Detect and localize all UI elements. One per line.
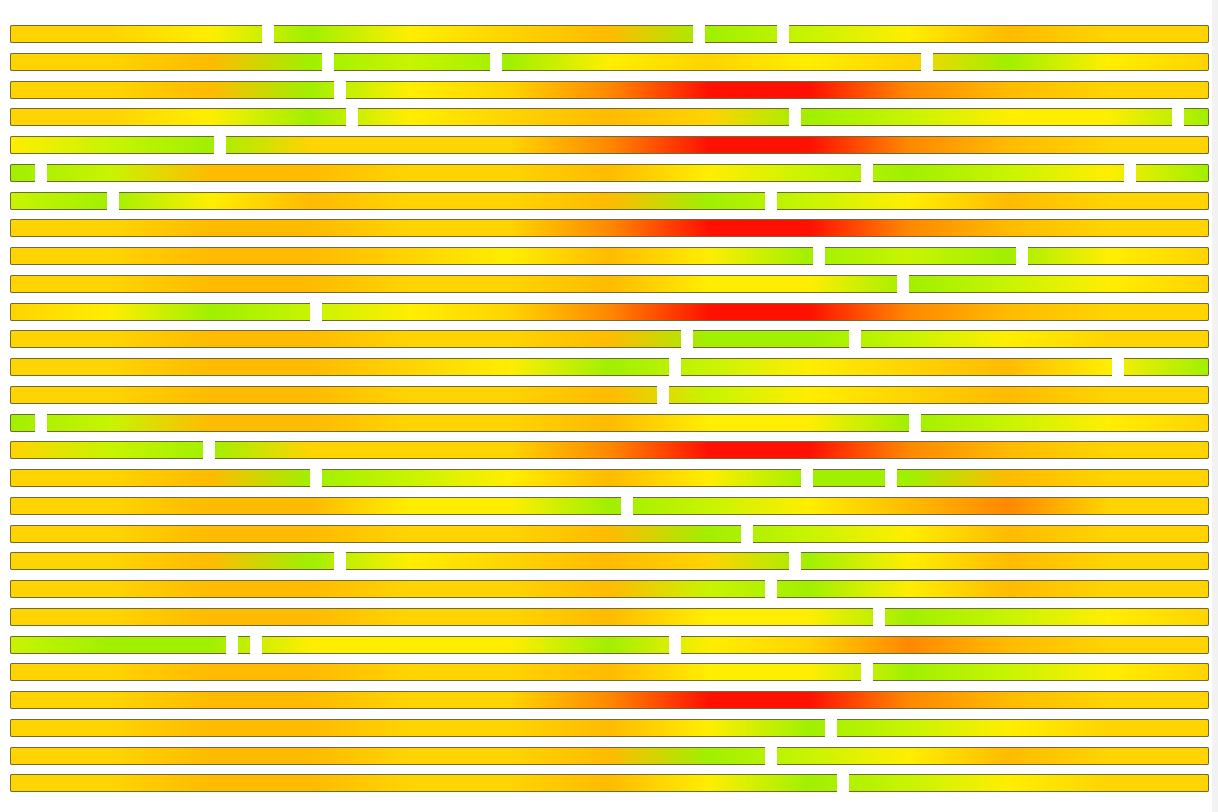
strip-gap [777, 24, 790, 44]
heat-strip [10, 773, 1209, 794]
strip-gap [765, 579, 778, 599]
strip-gap [896, 273, 909, 294]
strip-gap [789, 551, 802, 572]
strip-gap [322, 51, 335, 72]
strip-gap [106, 190, 119, 211]
heat-strip [10, 551, 1209, 572]
heat-strip [10, 329, 1209, 350]
strip-gap [860, 162, 873, 183]
strip-gap [860, 662, 873, 683]
strip-gap [836, 773, 849, 794]
heat-strip [10, 384, 1209, 405]
heat-strip [10, 523, 1209, 544]
strip-gap [250, 634, 263, 655]
heat-strip [10, 135, 1209, 155]
heat-strip [10, 107, 1209, 128]
strip-gap [226, 634, 239, 655]
heat-strip [10, 579, 1209, 599]
strip-gap [1016, 246, 1029, 266]
scroll-edge [1212, 0, 1218, 812]
heat-strip [10, 301, 1209, 322]
strip-gap [765, 190, 778, 211]
heat-strip [10, 606, 1209, 627]
strip-gap [34, 412, 47, 433]
strip-gap [884, 468, 897, 488]
heat-strip [10, 495, 1209, 516]
strip-gap [334, 79, 347, 100]
strip-gap [741, 523, 754, 544]
strip-gap [310, 468, 323, 488]
strip-gap [621, 495, 634, 516]
heat-strip [10, 468, 1209, 488]
heat-strip [10, 412, 1209, 433]
heat-strip [10, 24, 1209, 44]
strip-gap [812, 246, 825, 266]
strip-gap [34, 162, 47, 183]
strip-gap [801, 468, 814, 488]
strip-gap [848, 329, 861, 350]
strip-gap [1112, 357, 1125, 377]
strip-gap [681, 329, 694, 350]
strip-gap [908, 412, 921, 433]
heat-strip [10, 219, 1209, 238]
heat-strip [10, 51, 1209, 72]
strip-gap [872, 606, 885, 627]
strip-gap [202, 440, 215, 461]
strip-gap [669, 357, 682, 377]
heat-strip [10, 162, 1209, 183]
strip-gap [489, 51, 502, 72]
strip-gap [789, 107, 802, 128]
heat-strip [10, 717, 1209, 738]
strip-gap [765, 745, 778, 766]
heat-strip [10, 634, 1209, 655]
heat-strip [10, 662, 1209, 683]
strip-gap [693, 24, 706, 44]
heat-strip [10, 246, 1209, 266]
heat-strip [10, 691, 1209, 709]
strip-gap [669, 634, 682, 655]
strip-gap [1124, 162, 1137, 183]
strip-gap [262, 24, 275, 44]
strip-gap [214, 135, 227, 155]
heat-strip [10, 745, 1209, 766]
strip-gap [920, 51, 933, 72]
strip-gap [346, 107, 359, 128]
strip-gap [1172, 107, 1185, 128]
strip-gap [824, 717, 837, 738]
heat-strip [10, 79, 1209, 100]
heat-strip [10, 190, 1209, 211]
heat-strip [10, 357, 1209, 377]
strip-gap [657, 384, 670, 405]
strip-gap [310, 301, 323, 322]
heat-strip [10, 273, 1209, 294]
heat-strip [10, 440, 1209, 461]
strip-gap [334, 551, 347, 572]
